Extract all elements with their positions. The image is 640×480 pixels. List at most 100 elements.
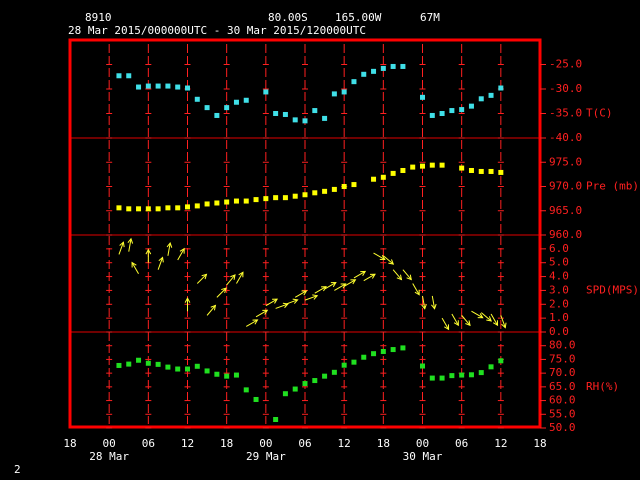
wind-arrow — [421, 295, 427, 310]
arrow-head — [272, 298, 278, 304]
y-tick-label: 65.0 — [549, 380, 576, 393]
wind-arrow — [196, 273, 208, 284]
data-point — [126, 361, 132, 367]
data-point — [429, 375, 435, 381]
data-point — [175, 205, 181, 211]
arrow-shaft — [314, 286, 327, 294]
data-point — [253, 396, 259, 402]
date-label: 30 Mar — [403, 450, 443, 463]
y-tick-label: 3.0 — [549, 283, 569, 296]
arrow-shaft — [236, 271, 244, 284]
data-point — [233, 198, 239, 204]
y-tick-label: 50.0 — [549, 421, 576, 434]
data-point — [439, 111, 445, 116]
arrow-head — [406, 274, 412, 281]
arrow-head — [262, 309, 269, 315]
y-tick-label: 55.0 — [549, 407, 576, 420]
data-point — [429, 112, 435, 118]
arrow-shaft — [392, 269, 402, 280]
data-point — [116, 362, 122, 368]
arrow-head — [179, 247, 185, 254]
x-tick-label: 00 — [259, 437, 272, 450]
arrow-head — [421, 303, 427, 310]
wind-arrow — [480, 312, 493, 322]
data-point — [312, 108, 318, 114]
arrow-head — [493, 320, 499, 327]
data-point — [331, 186, 337, 192]
data-point — [498, 358, 504, 364]
data-point — [420, 363, 425, 369]
station-id: 8910 — [85, 11, 112, 24]
y-tick-label: 60.0 — [549, 394, 576, 407]
arrow-shaft — [128, 238, 132, 252]
data-point — [322, 188, 328, 194]
arrow-head — [477, 313, 484, 319]
y-tick-label: -25.0 — [549, 58, 582, 71]
arrow-head — [292, 298, 299, 304]
y-tick-label: 80.0 — [549, 339, 576, 352]
data-point — [116, 73, 122, 79]
data-point — [468, 167, 474, 173]
arrow-shaft — [246, 319, 258, 327]
data-point — [165, 364, 171, 370]
data-point — [459, 165, 465, 171]
y-tick-label: -35.0 — [549, 107, 582, 120]
data-point — [341, 89, 347, 95]
data-point — [214, 200, 220, 206]
arrow-head — [330, 282, 337, 288]
data-point — [263, 89, 269, 95]
arrow-head — [221, 287, 227, 294]
arrow-head — [230, 274, 236, 280]
arrow-shaft — [490, 313, 498, 326]
data-point — [439, 375, 445, 381]
wind-arrow — [255, 309, 269, 318]
data-point — [136, 357, 142, 363]
x-tick-label: 06 — [142, 437, 155, 450]
arrow-head — [201, 273, 208, 280]
arrow-shaft — [216, 287, 227, 298]
data-point — [185, 204, 190, 210]
frame — [68, 38, 542, 429]
arrow-head — [501, 322, 507, 329]
arrow-shaft — [363, 273, 376, 282]
wind-arrow — [363, 273, 376, 282]
data-point — [155, 83, 161, 89]
axis-label: SPD(MPS) — [586, 283, 639, 296]
arrow-shaft — [226, 274, 236, 286]
x-tick-label: 18 — [63, 437, 76, 450]
data-point — [224, 373, 230, 379]
data-point — [312, 190, 318, 196]
data-point — [273, 195, 279, 201]
data-point — [488, 364, 494, 370]
data-point — [331, 369, 337, 375]
x-tick-label: 12 — [494, 437, 507, 450]
arrow-shaft — [471, 310, 483, 319]
wind-arrow — [471, 310, 484, 319]
arrow-shaft — [353, 271, 366, 279]
data-point — [459, 372, 465, 378]
data-point — [351, 79, 357, 85]
data-point — [136, 84, 142, 90]
wind-arrow — [166, 241, 173, 256]
data-point — [175, 366, 181, 372]
data-point — [233, 372, 239, 378]
arrow-head — [127, 237, 134, 244]
data-point — [204, 105, 210, 111]
arrow-head — [396, 274, 403, 281]
arrow-head — [166, 241, 173, 248]
arrow-head — [350, 279, 357, 285]
data-point — [478, 370, 484, 376]
data-point — [390, 347, 396, 353]
data-point — [488, 168, 494, 174]
data-point — [488, 92, 494, 98]
y-tick-label: 960.0 — [549, 228, 582, 241]
y-tick-label: 2.0 — [549, 297, 569, 310]
x-tick-label: 18 — [533, 437, 546, 450]
wind-arrow — [184, 297, 191, 312]
data-point — [420, 163, 425, 169]
arrow-head — [388, 259, 395, 265]
wind-arrow — [285, 298, 299, 305]
data-point — [468, 372, 474, 378]
data-point — [341, 184, 347, 189]
y-tick-label: 4.0 — [549, 270, 569, 283]
